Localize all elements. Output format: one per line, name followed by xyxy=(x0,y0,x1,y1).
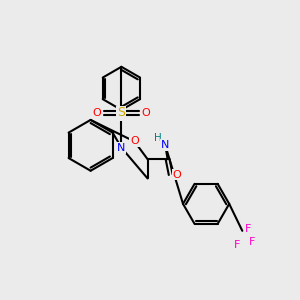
Text: O: O xyxy=(92,108,101,118)
Text: O: O xyxy=(130,136,139,146)
Text: N: N xyxy=(117,143,126,153)
Text: F: F xyxy=(249,237,256,248)
Text: H: H xyxy=(154,133,162,142)
Text: O: O xyxy=(142,108,150,118)
Text: F: F xyxy=(234,240,240,250)
Text: S: S xyxy=(117,106,125,119)
Text: N: N xyxy=(161,140,170,150)
Text: F: F xyxy=(244,224,251,233)
Text: O: O xyxy=(172,169,181,180)
